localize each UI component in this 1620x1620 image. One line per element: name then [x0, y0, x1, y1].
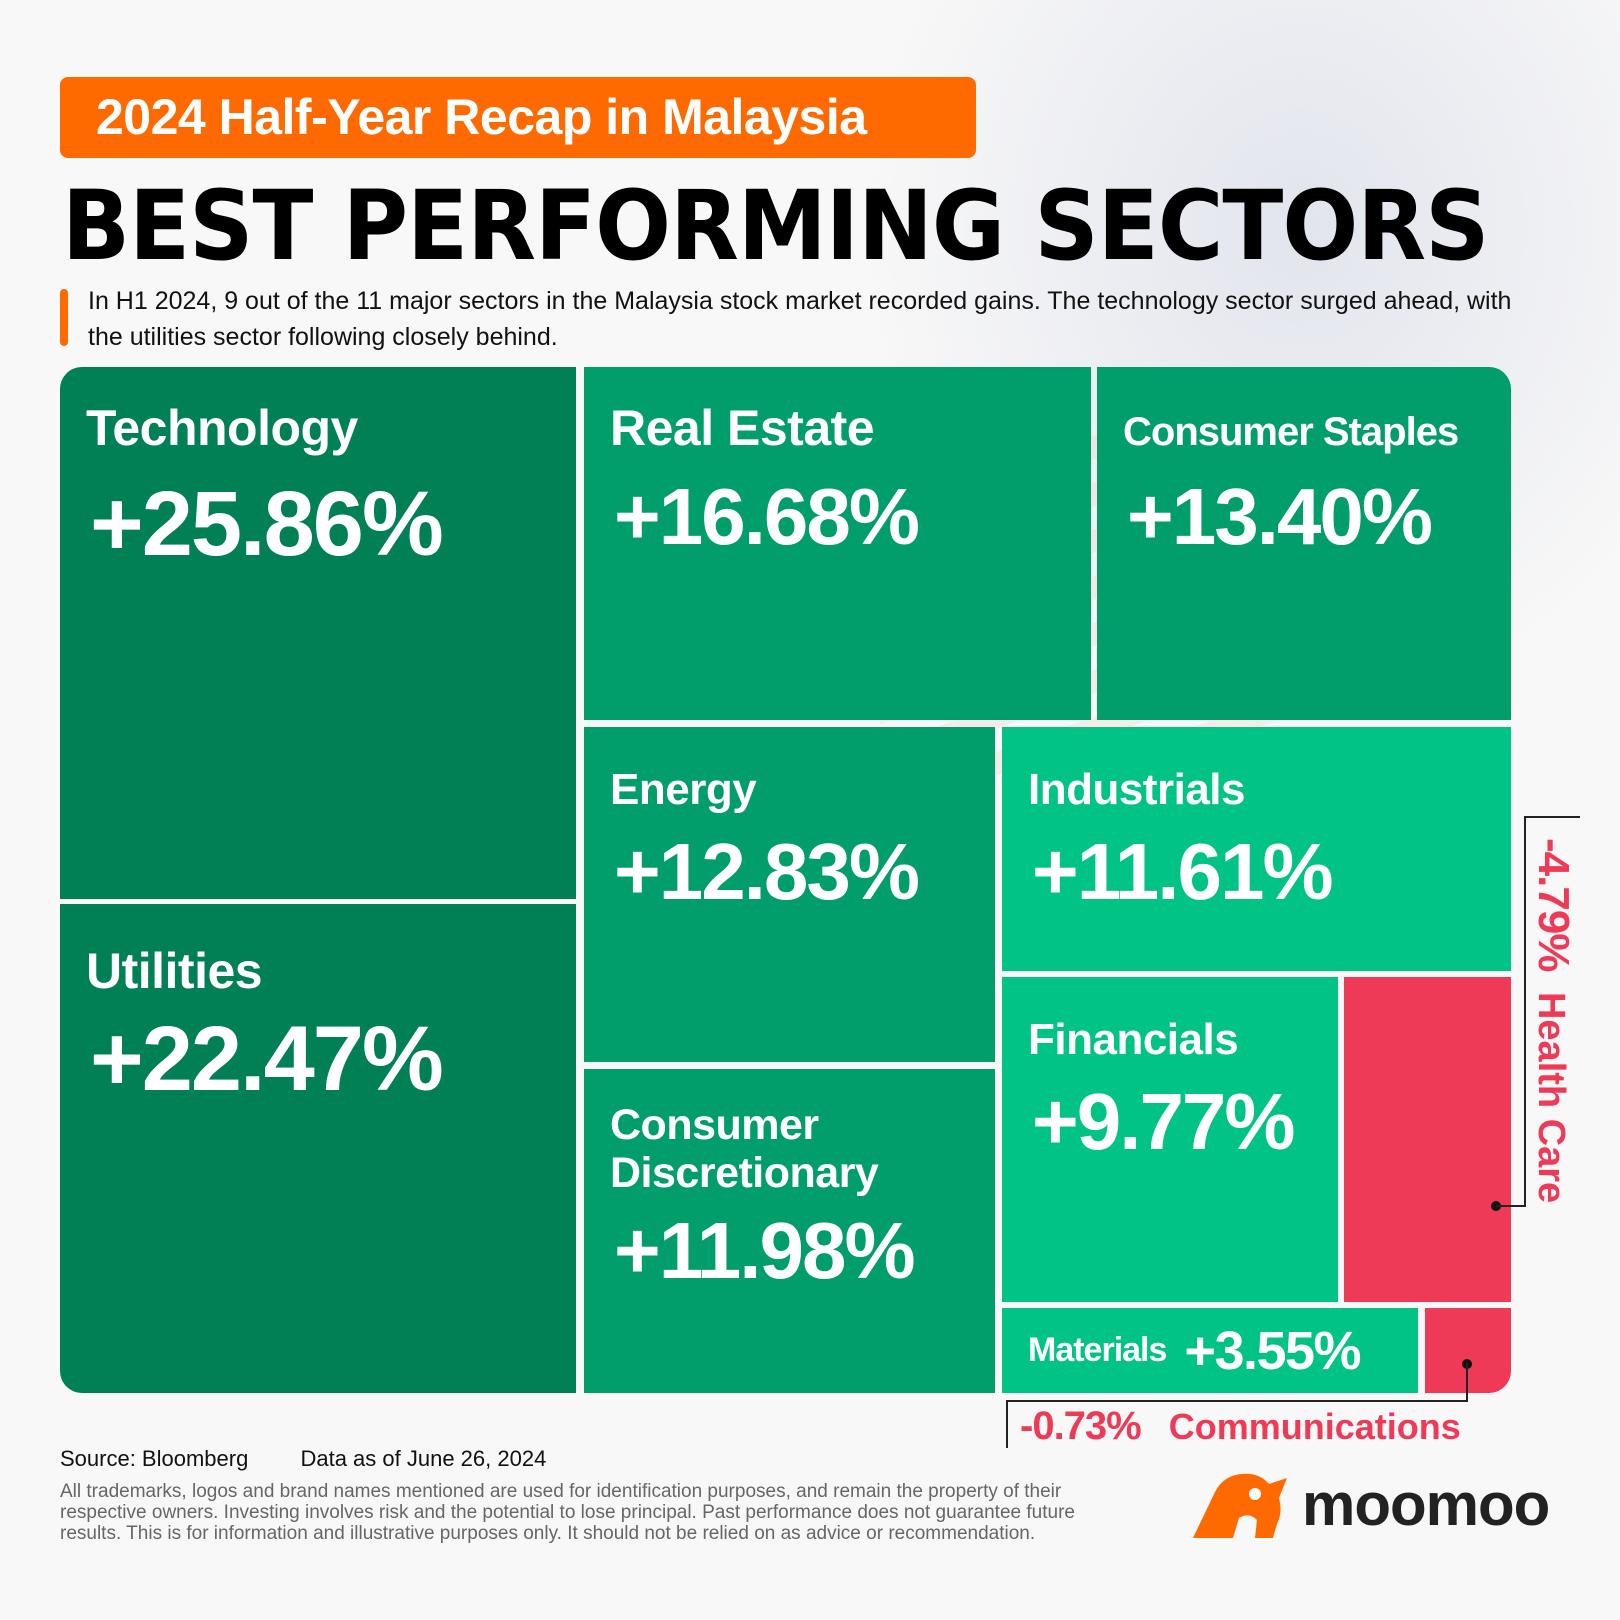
tile-value: +11.98%: [614, 1206, 916, 1295]
tile-financials: Financials +9.77%: [1002, 977, 1338, 1302]
moomoo-wordmark: moomoo: [1302, 1471, 1550, 1538]
communications-leader-line: [1006, 1400, 1468, 1402]
tile-energy: Energy +12.83%: [584, 727, 995, 1062]
intro-accent-bar: [60, 289, 68, 346]
tile-label: Real Estate: [610, 400, 875, 456]
health-care-callout: -4.79% Health Care: [1528, 838, 1578, 1203]
tile-industrials: Industrials +11.61%: [1002, 727, 1511, 971]
page-title: BEST PERFORMING SECTORS: [62, 170, 1489, 282]
tile-value: +16.68%: [614, 472, 920, 561]
tile-value: +3.55%: [1184, 1320, 1361, 1381]
tile-value: +25.86%: [90, 473, 444, 575]
tile-consumer-discretionary: Consumer Discretionary +11.98%: [584, 1069, 995, 1393]
tile-utilities: Utilities +22.47%: [60, 904, 576, 1393]
tile-label: Materials: [1028, 1331, 1167, 1369]
tile-label: Consumer Discretionary: [610, 1101, 879, 1197]
tile-label: Industrials: [1028, 765, 1246, 814]
tile-technology: Technology +25.86%: [60, 367, 576, 899]
tile-health-care: [1344, 977, 1511, 1302]
moomoo-logo: moomoo: [1193, 1470, 1550, 1539]
tile-consumer-staples: Consumer Staples +13.40%: [1097, 367, 1511, 720]
health-care-leader-line: [1524, 816, 1580, 818]
intro-text: In H1 2024, 9 out of the 11 major sector…: [88, 287, 1512, 351]
recap-banner: 2024 Half-Year Recap in Malaysia: [60, 77, 976, 158]
moomoo-bull-icon: [1193, 1473, 1287, 1538]
disclaimer: All trademarks, logos and brand names me…: [60, 1481, 1075, 1544]
tile-real-estate: Real Estate +16.68%: [584, 367, 1091, 720]
tile-label: Energy: [610, 765, 757, 814]
health-care-label: Health Care: [1530, 991, 1572, 1204]
tile-label: Consumer Staples: [1123, 410, 1459, 454]
tile-value: +22.47%: [90, 1008, 444, 1110]
tile-value: +11.61%: [1032, 827, 1334, 916]
tile-value: +12.83%: [614, 827, 920, 916]
tile-label: Technology: [86, 400, 358, 456]
data-date: Data as of June 26, 2024: [300, 1446, 547, 1471]
health-care-leader-line: [1524, 816, 1526, 1207]
communications-leader-line: [1006, 1400, 1008, 1448]
health-care-leader-line: [1496, 1205, 1526, 1207]
tile-communications: [1425, 1308, 1511, 1393]
source-text: Source: Bloomberg: [60, 1446, 249, 1471]
tile-label: Utilities: [86, 943, 263, 999]
tile-value: +9.77%: [1032, 1077, 1296, 1166]
communications-label: Communications: [1168, 1406, 1461, 1447]
communications-value: -0.73%: [1020, 1404, 1142, 1448]
source-line: Source: Bloomberg Data as of June 26, 20…: [60, 1446, 546, 1472]
communications-callout: -0.73% Communications: [1020, 1403, 1461, 1450]
tile-materials: Materials +3.55%: [1002, 1308, 1418, 1393]
communications-leader-line: [1466, 1363, 1468, 1402]
tile-label: Financials: [1028, 1015, 1239, 1064]
tile-value: +13.40%: [1127, 472, 1433, 561]
health-care-value: -4.79%: [1529, 838, 1578, 972]
